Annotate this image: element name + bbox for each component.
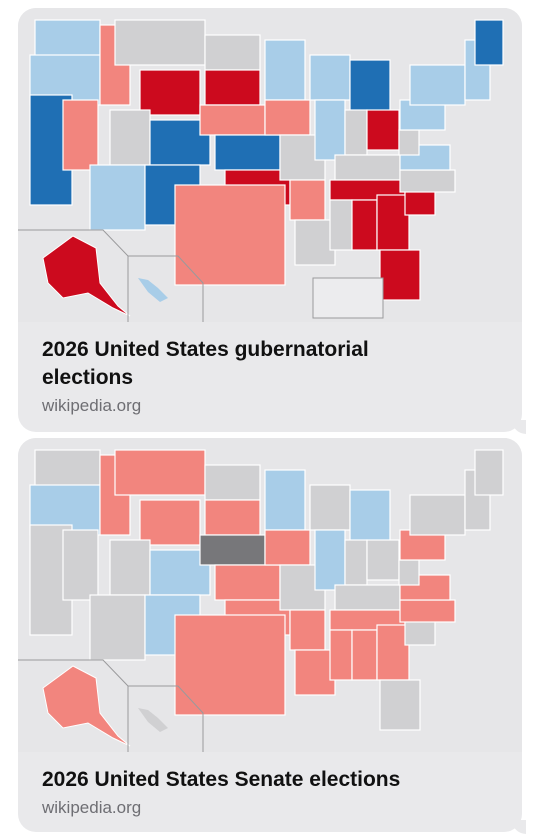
state [398,129,420,156]
state [344,539,368,586]
state [334,584,401,611]
state [199,104,266,136]
state [138,278,168,302]
link-domain: wikipedia.org [42,798,142,817]
state [376,624,410,681]
state [204,499,261,536]
link-preview[interactable]: 2026 United States gubernatorial electio… [18,8,522,432]
state [204,69,261,106]
link-title: 2026 United States Senate elections [42,768,401,791]
state [379,249,421,301]
preview-text: 2026 United States Senate elections wiki… [18,752,522,818]
inset-border [128,255,204,322]
map [18,438,522,752]
state [314,529,346,591]
state [334,154,401,181]
inset-border [18,229,129,322]
state [376,194,410,251]
inset-border [18,659,129,752]
state [329,199,353,251]
state [89,164,146,231]
state [199,534,266,566]
state [474,449,504,496]
state [404,619,436,646]
state [264,529,311,566]
state [404,189,436,216]
state [349,59,391,116]
state [294,219,336,266]
state [139,499,201,546]
state [174,614,286,716]
state [204,34,261,71]
link-preview[interactable]: 2026 United States Senate elections wiki… [18,438,522,832]
state [138,708,168,732]
state [409,64,466,106]
state [214,134,281,171]
state [264,469,306,531]
state [62,99,99,171]
state [42,665,131,747]
territories-inset [312,277,384,319]
state [399,169,456,193]
state [114,19,206,66]
state [289,609,326,651]
state [329,629,353,681]
state [139,69,201,116]
state [366,109,400,151]
inset-border [128,685,204,752]
state [264,99,311,136]
state [174,184,286,286]
state [344,109,368,156]
preview-text: 2026 United States gubernatorial electio… [18,322,522,416]
state [62,529,99,601]
state [409,494,466,536]
state [89,594,146,661]
bubble-tail [512,420,526,434]
state [474,19,504,66]
state [114,449,206,496]
state [351,629,378,681]
map [18,8,522,322]
state [309,54,351,101]
state [309,484,351,531]
state [314,99,346,161]
state [366,539,400,581]
link-domain: wikipedia.org [42,396,142,415]
link-title: 2026 United States gubernatorial electio… [42,338,369,389]
bubble-tail [512,820,526,834]
state [109,109,151,166]
state [349,489,391,546]
state [399,599,456,623]
state [264,39,306,101]
state [204,464,261,501]
state [289,179,326,221]
state [398,559,420,586]
state [109,539,151,596]
state [294,649,336,696]
state [351,199,378,251]
state [214,564,281,601]
state [379,679,421,731]
state [42,235,131,317]
